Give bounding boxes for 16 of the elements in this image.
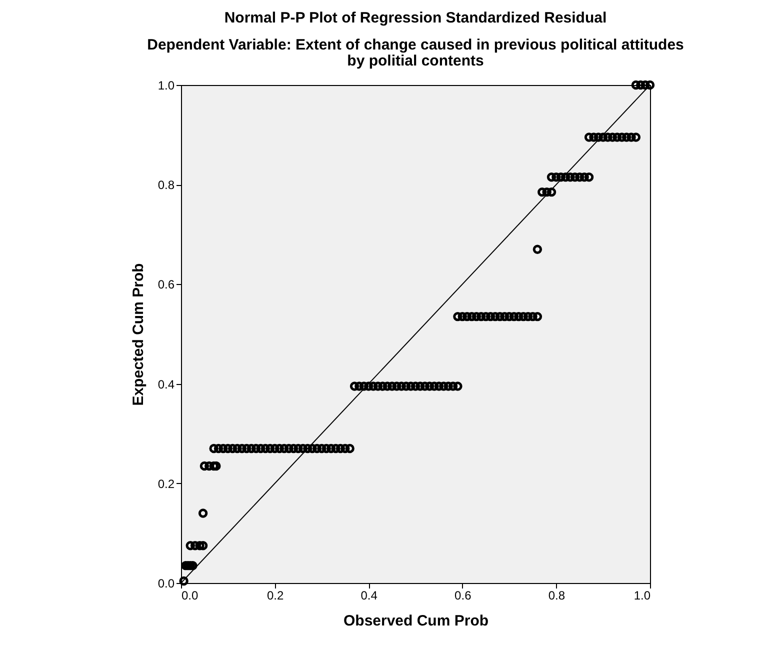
x-tick-label: 0.8 (548, 588, 566, 602)
x-tick-label: 0.2 (266, 588, 284, 602)
y-tick-label: 0.2 (158, 476, 175, 491)
chart-title: Normal P-P Plot of Regression Standardized Residual (224, 10, 607, 27)
x-tick-label: 1.0 (634, 588, 651, 602)
x-tick-label: 0.0 (182, 588, 199, 602)
y-tick-label: 0.8 (158, 178, 175, 192)
chart-subtitle: Dependent Variable: Extent of change caused in previous political attitudes by politial contents (147, 36, 684, 70)
y-axis-title: Expected Cum Prob (130, 263, 147, 406)
y-tick-label: 0.0 (158, 576, 175, 590)
y-tick-label: 0.6 (158, 278, 175, 292)
x-axis-title: Observed Cum Prob (343, 612, 489, 630)
x-tick-label: 0.4 (360, 588, 378, 602)
x-tick-label: 0.6 (454, 588, 472, 602)
y-tick-label: 1.0 (158, 78, 175, 92)
y-tick-label: 0.4 (158, 377, 175, 392)
